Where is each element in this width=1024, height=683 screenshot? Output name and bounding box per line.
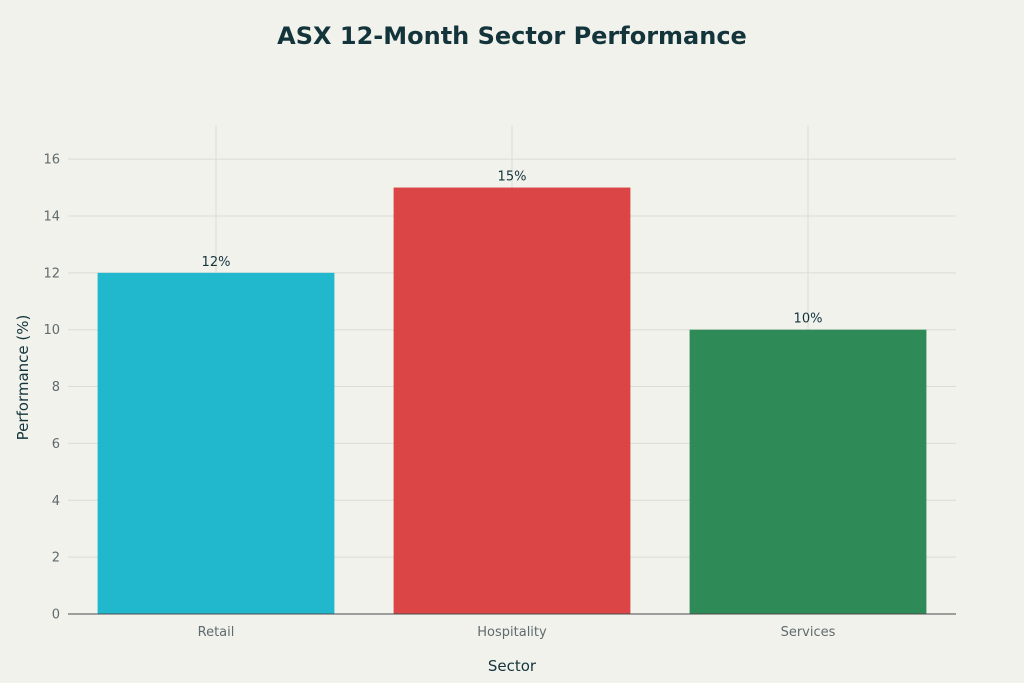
x-tick-label-retail: Retail — [198, 625, 235, 640]
y-tick-label: 2 — [52, 551, 60, 566]
y-axis-title: Performance (%) — [14, 315, 32, 441]
y-tick-label: 14 — [43, 209, 60, 224]
y-tick-label: 12 — [43, 266, 60, 281]
data-label-services: 10% — [794, 312, 823, 327]
bar-hospitality — [393, 187, 631, 614]
y-tick-label: 10 — [43, 323, 60, 338]
y-tick-label: 6 — [52, 437, 60, 452]
bar-retail — [97, 272, 335, 614]
y-tick-label: 8 — [52, 380, 60, 395]
data-label-retail: 12% — [202, 255, 231, 270]
chart-title: ASX 12-Month Sector Performance — [277, 22, 747, 50]
data-labels: 12% 15% 10% — [202, 170, 823, 327]
x-axis-title: Sector — [488, 657, 537, 675]
bars — [97, 187, 927, 614]
bar-services — [689, 329, 927, 614]
y-tick-label: 4 — [52, 494, 60, 509]
x-tick-label-hospitality: Hospitality — [477, 625, 547, 640]
x-tick-label-services: Services — [781, 625, 836, 640]
y-tick-label: 16 — [43, 153, 60, 168]
y-tick-label: 0 — [52, 608, 60, 623]
y-axis-ticks: 0 2 4 6 8 10 12 14 16 — [43, 153, 60, 623]
data-label-hospitality: 15% — [498, 170, 527, 185]
x-axis-ticks: Retail Hospitality Services — [198, 625, 836, 640]
